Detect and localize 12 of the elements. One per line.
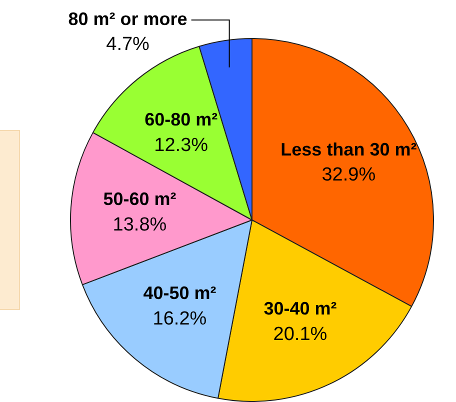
data-label: 20.1% (273, 324, 328, 345)
data-label: 32.9% (322, 164, 376, 186)
slice-label: 60-80 m² (144, 110, 218, 130)
data-label: 13.8% (112, 214, 167, 236)
data-label: 4.7% (106, 34, 150, 56)
slice-label: Less than 30 m² (280, 139, 417, 160)
data-label: 12.3% (154, 134, 208, 156)
slice-label: 50-60 m² (103, 189, 176, 210)
slice-label: 80 m² or more (68, 8, 188, 29)
slice-label: 40-50 m² (143, 283, 216, 304)
slice-label: 30-40 m² (264, 298, 337, 319)
data-label: 16.2% (152, 308, 207, 330)
